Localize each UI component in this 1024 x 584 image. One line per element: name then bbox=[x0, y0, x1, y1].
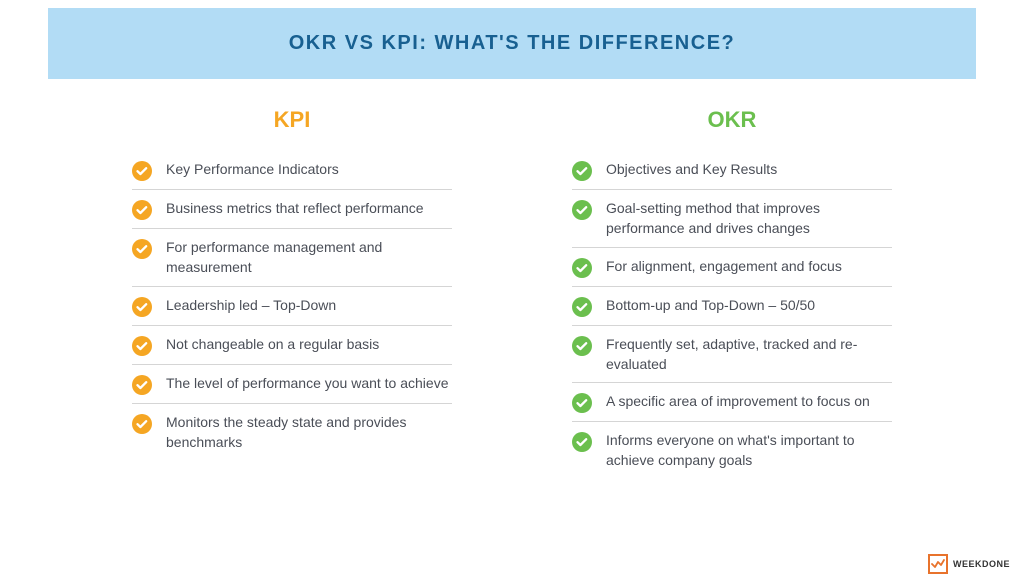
okr-item-text: For alignment, engagement and focus bbox=[606, 256, 842, 276]
kpi-column: KPI Key Performance Indicators Business … bbox=[132, 107, 452, 479]
check-icon bbox=[132, 239, 152, 259]
check-icon bbox=[132, 336, 152, 356]
kpi-item-text: Key Performance Indicators bbox=[166, 159, 339, 179]
header-banner: OKR VS KPI: WHAT'S THE DIFFERENCE? bbox=[48, 8, 976, 79]
check-icon bbox=[572, 200, 592, 220]
kpi-item: For performance management and measureme… bbox=[132, 229, 452, 287]
logo-text: WEEKDONE bbox=[953, 559, 1010, 569]
okr-item: Frequently set, adaptive, tracked and re… bbox=[572, 326, 892, 384]
kpi-item-text: For performance management and measureme… bbox=[166, 237, 452, 278]
kpi-item-text: The level of performance you want to ach… bbox=[166, 373, 449, 393]
okr-item-text: Objectives and Key Results bbox=[606, 159, 777, 179]
okr-item: A specific area of improvement to focus … bbox=[572, 383, 892, 422]
kpi-item-text: Business metrics that reflect performanc… bbox=[166, 198, 424, 218]
okr-item: Goal-setting method that improves perfor… bbox=[572, 190, 892, 248]
kpi-list: Key Performance Indicators Business metr… bbox=[132, 151, 452, 460]
kpi-item: Leadership led – Top-Down bbox=[132, 287, 452, 326]
check-icon bbox=[572, 297, 592, 317]
okr-item: Informs everyone on what's important to … bbox=[572, 422, 892, 479]
page-title: OKR VS KPI: WHAT'S THE DIFFERENCE? bbox=[48, 32, 976, 55]
check-icon bbox=[572, 161, 592, 181]
check-icon bbox=[572, 393, 592, 413]
brand-logo: WEEKDONE bbox=[928, 554, 1010, 574]
kpi-item: Not changeable on a regular basis bbox=[132, 326, 452, 365]
okr-item-text: Frequently set, adaptive, tracked and re… bbox=[606, 334, 892, 375]
kpi-item: Business metrics that reflect performanc… bbox=[132, 190, 452, 229]
check-icon bbox=[572, 258, 592, 278]
okr-item-text: Goal-setting method that improves perfor… bbox=[606, 198, 892, 239]
check-icon bbox=[132, 161, 152, 181]
okr-item-text: Informs everyone on what's important to … bbox=[606, 430, 892, 471]
okr-item: Objectives and Key Results bbox=[572, 151, 892, 190]
kpi-item: Monitors the steady state and provides b… bbox=[132, 404, 452, 461]
okr-item-text: A specific area of improvement to focus … bbox=[606, 391, 870, 411]
logo-icon bbox=[928, 554, 948, 574]
okr-list: Objectives and Key Results Goal-setting … bbox=[572, 151, 892, 479]
check-icon bbox=[132, 297, 152, 317]
okr-heading: OKR bbox=[572, 107, 892, 133]
okr-column: OKR Objectives and Key Results Goal-sett… bbox=[572, 107, 892, 479]
okr-item: For alignment, engagement and focus bbox=[572, 248, 892, 287]
check-icon bbox=[132, 375, 152, 395]
check-icon bbox=[572, 336, 592, 356]
okr-item: Bottom-up and Top-Down – 50/50 bbox=[572, 287, 892, 326]
check-icon bbox=[132, 200, 152, 220]
kpi-item-text: Not changeable on a regular basis bbox=[166, 334, 379, 354]
okr-item-text: Bottom-up and Top-Down – 50/50 bbox=[606, 295, 815, 315]
check-icon bbox=[132, 414, 152, 434]
comparison-columns: KPI Key Performance Indicators Business … bbox=[0, 79, 1024, 479]
kpi-item: The level of performance you want to ach… bbox=[132, 365, 452, 404]
kpi-item-text: Leadership led – Top-Down bbox=[166, 295, 336, 315]
kpi-item: Key Performance Indicators bbox=[132, 151, 452, 190]
check-icon bbox=[572, 432, 592, 452]
kpi-item-text: Monitors the steady state and provides b… bbox=[166, 412, 452, 453]
kpi-heading: KPI bbox=[132, 107, 452, 133]
